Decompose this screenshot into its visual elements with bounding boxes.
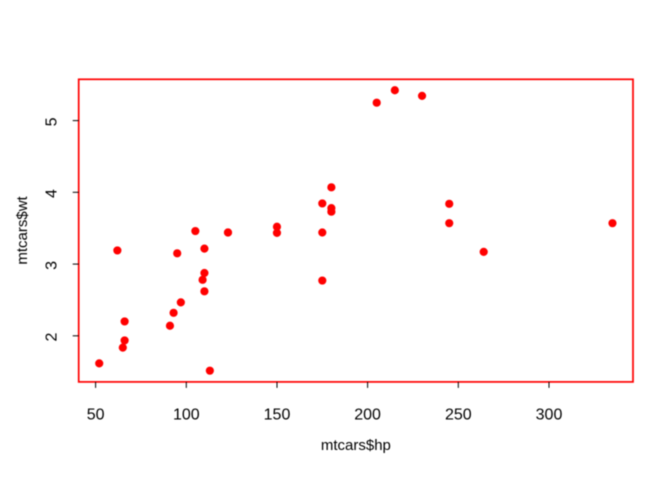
svg-text:250: 250 [445,407,472,424]
svg-text:150: 150 [264,407,291,424]
svg-text:100: 100 [173,407,200,424]
svg-text:mtcars$hp: mtcars$hp [321,437,391,454]
svg-text:5: 5 [44,117,61,126]
svg-text:300: 300 [536,407,563,424]
svg-text:mtcars$wt: mtcars$wt [14,195,31,264]
svg-text:2: 2 [44,333,61,342]
svg-text:3: 3 [44,261,61,270]
svg-text:50: 50 [87,407,105,424]
svg-text:200: 200 [354,407,381,424]
svg-text:4: 4 [44,189,61,198]
